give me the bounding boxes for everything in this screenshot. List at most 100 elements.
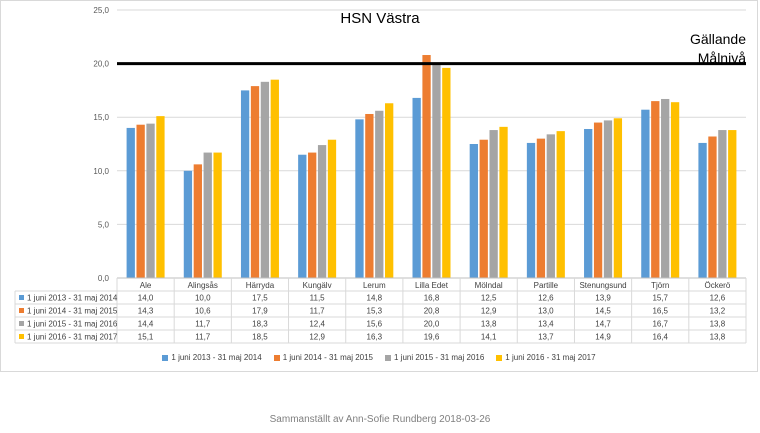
bar (240, 90, 250, 279)
table-cell-value: 14,7 (595, 320, 611, 329)
bar (641, 109, 650, 278)
legend-label: 1 juni 2015 - 31 maj 2016 (394, 353, 485, 362)
table-cell-value: 15,3 (367, 307, 383, 316)
table-cell-value: 19,6 (424, 333, 440, 342)
table-cell-value: 16,7 (652, 320, 668, 329)
bar (698, 142, 707, 278)
table-cell-value: 13,8 (710, 320, 726, 329)
table-cell-value: 16,5 (652, 307, 668, 316)
table-cell-value: 13,9 (595, 294, 611, 303)
bar (136, 124, 145, 278)
bar (489, 130, 498, 278)
x-category-label: Öckerö (705, 281, 731, 290)
bar (250, 86, 260, 278)
table-cell-value: 10,0 (195, 294, 211, 303)
bar (708, 136, 717, 278)
table-cell-value: 16,4 (652, 333, 668, 342)
table-cell-value: 14,1 (481, 333, 497, 342)
chart-legend: 1 juni 2013 - 31 maj 2014 1 juni 2014 - 3… (0, 353, 758, 362)
table-legend-swatch (19, 334, 24, 339)
bar (556, 131, 565, 278)
y-tick-label: 15,0 (93, 113, 109, 122)
table-cell-value: 12,9 (309, 333, 325, 342)
bar (584, 128, 593, 278)
bar (499, 126, 508, 279)
legend-item: 1 juni 2013 - 31 maj 2014 (162, 353, 262, 362)
x-category-label: Härryda (246, 281, 275, 290)
table-cell-value: 11,7 (195, 333, 211, 342)
table-cell-value: 14,3 (138, 307, 154, 316)
chart-plot: 0,0 5,0 10,0 15,0 20,0 25,0 Ale Alingsås Härryda… (14, 6, 747, 344)
table-cell-value: 12,4 (309, 320, 325, 329)
bar (442, 67, 451, 278)
legend-swatch (385, 354, 391, 361)
table-cell-value: 10,6 (195, 307, 211, 316)
table-series-name: 1 juni 2013 - 31 maj 2014 (27, 294, 118, 303)
x-category-label: Lerum (363, 281, 386, 290)
x-category-label: Stenungsund (579, 281, 626, 290)
table-cell-value: 14,9 (595, 333, 611, 342)
bar (298, 154, 307, 278)
x-category-label: Alingsås (188, 281, 218, 290)
table-cell-value: 14,0 (138, 294, 154, 303)
bar (422, 55, 431, 278)
x-category-label: Lilla Edet (415, 281, 449, 290)
bar (670, 102, 680, 278)
bar (412, 97, 421, 279)
bar (327, 139, 337, 278)
bar (718, 130, 727, 278)
bar (546, 134, 555, 278)
bar (375, 110, 384, 278)
bar (317, 145, 327, 278)
bar (526, 142, 536, 278)
bar (365, 113, 374, 278)
bar (193, 164, 202, 278)
bar (308, 152, 317, 278)
footer-credit: Sammanställt av Ann-Sofie Rundberg 2018-… (269, 414, 491, 425)
y-tick-label: 20,0 (93, 60, 109, 69)
goal-line-label: Gällande Målnivå (690, 30, 746, 68)
table-cell-value: 14,4 (138, 320, 154, 329)
bar (270, 79, 279, 279)
legend-item: 1 juni 2016 - 31 maj 2017 (496, 353, 596, 362)
table-cell-value: 20,8 (424, 307, 440, 316)
x-category-label: Tjörn (651, 281, 669, 290)
table-cell-value: 18,5 (252, 333, 268, 342)
table-cell-value: 15,1 (138, 333, 154, 342)
legend-item: 1 juni 2015 - 31 maj 2016 (385, 353, 484, 362)
bar (479, 139, 488, 278)
legend-label: 1 juni 2013 - 31 maj 2014 (171, 353, 262, 362)
table-cell-value: 17,5 (252, 294, 268, 303)
legend-label: 1 juni 2016 - 31 maj 2017 (505, 353, 596, 362)
table-cell-value: 16,3 (367, 333, 383, 342)
table-cell-value: 17,9 (252, 307, 268, 316)
table-cell-value: 11,7 (310, 307, 326, 316)
bar (213, 152, 222, 278)
goal-label-line-2: Målnivå (697, 50, 746, 66)
legend-swatch (162, 354, 169, 361)
chart-frame (0, 0, 758, 372)
table-cell-value: 12,5 (481, 294, 497, 303)
y-tick-label: 0,0 (98, 274, 110, 283)
bar (469, 144, 478, 278)
bar (603, 120, 613, 278)
table-legend-swatch (19, 321, 24, 326)
bar (355, 119, 364, 279)
table-cell-value: 11,5 (310, 294, 326, 303)
table-cell-value: 14,8 (367, 294, 383, 303)
table-series-name: 1 juni 2015 - 31 maj 2016 (27, 320, 118, 329)
bar (183, 170, 193, 278)
table-cell-value: 13,8 (710, 333, 726, 342)
bar (126, 127, 135, 278)
legend-label: 1 juni 2014 - 31 maj 2015 (282, 353, 373, 362)
table-cell-value: 13,0 (538, 307, 554, 316)
bar (432, 63, 441, 278)
table-cell-value: 18,3 (252, 320, 268, 329)
legend-swatch (496, 354, 503, 361)
bar (593, 122, 603, 278)
x-category-label: Kungälv (303, 281, 332, 290)
table-legend-swatch (19, 308, 24, 313)
x-category-label: Ale (140, 281, 152, 290)
table-cell-value: 13,4 (538, 320, 554, 329)
bar (661, 98, 670, 278)
